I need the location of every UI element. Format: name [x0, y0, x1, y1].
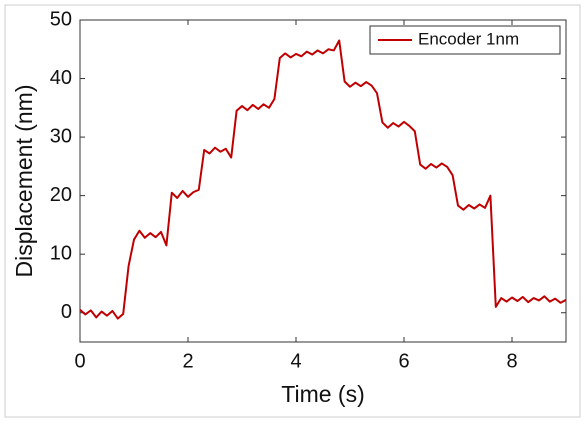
x-tick-label: 0 — [74, 350, 85, 372]
y-tick-label: 50 — [50, 8, 72, 30]
x-tick-label: 2 — [182, 350, 193, 372]
y-tick-label: 30 — [50, 125, 72, 147]
plot-box — [79, 19, 567, 343]
legend-label: Encoder 1nm — [418, 29, 519, 48]
y-tick-label: 0 — [61, 301, 72, 323]
data-line — [79, 39, 567, 320]
x-axis-label: Time (s) — [281, 381, 364, 407]
y-axis-label: Displacement (nm) — [11, 85, 37, 278]
frame — [4, 4, 581, 418]
x-tick-label: 6 — [398, 350, 409, 372]
y-tick-label: 20 — [50, 184, 72, 206]
y-tick-label: 10 — [50, 242, 72, 264]
x-tick-label: 8 — [506, 350, 517, 372]
x-tick-label: 4 — [290, 350, 301, 372]
y-tick-label: 40 — [50, 67, 72, 89]
